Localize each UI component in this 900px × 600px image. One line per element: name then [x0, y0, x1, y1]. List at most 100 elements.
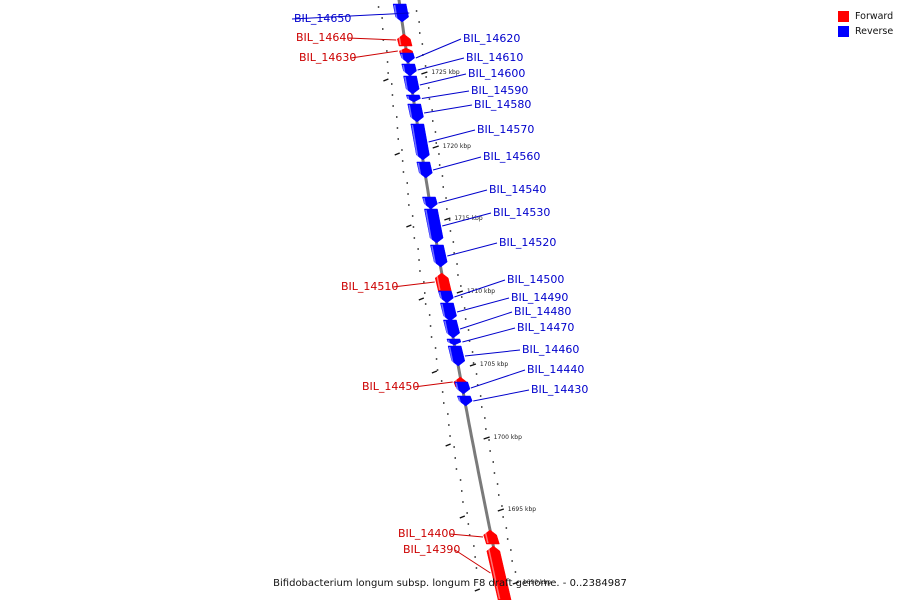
gene-highlight	[444, 320, 449, 338]
leader-line	[413, 381, 453, 388]
guide-dot	[424, 65, 427, 67]
guide-dot	[476, 384, 479, 386]
gene-arrow	[456, 395, 473, 407]
guide-dot	[397, 138, 399, 140]
leader-line	[456, 297, 510, 313]
tick-label: 1690 kbp	[523, 579, 551, 586]
gene-highlight	[441, 303, 446, 321]
guide-dot	[438, 153, 440, 155]
legend: Forward Reverse	[838, 9, 893, 39]
guide-dot	[418, 259, 420, 261]
tick-mark	[444, 217, 451, 221]
leader-line	[432, 156, 482, 171]
guide-dot	[501, 505, 503, 507]
tick-mark	[456, 290, 464, 294]
tick-mark	[483, 436, 490, 440]
gene-highlight	[400, 48, 403, 54]
leader-line	[350, 50, 398, 59]
guide-dot	[446, 208, 448, 210]
guide-dot	[457, 274, 459, 276]
tick-mark	[394, 152, 400, 156]
gene-arrow	[407, 103, 424, 123]
gene-arrow	[401, 63, 417, 77]
gene-label: BIL_14460	[522, 343, 579, 356]
guide-dot	[408, 204, 410, 206]
guide-dot	[459, 479, 462, 481]
gene-label: BIL_14590	[471, 84, 528, 97]
guide-dot	[492, 461, 494, 463]
leader-line	[447, 242, 498, 257]
guide-dot	[475, 373, 478, 375]
guide-dot	[443, 402, 445, 404]
guide-dot	[423, 281, 425, 283]
guide-dot	[424, 292, 426, 294]
gene-highlight	[439, 291, 443, 303]
guide-dot	[431, 109, 433, 111]
guide-dot	[421, 43, 424, 45]
leader-line	[462, 327, 516, 343]
leader-line	[421, 90, 470, 99]
guide-dot	[412, 226, 415, 228]
gene-highlight	[398, 34, 402, 46]
guide-dot	[461, 490, 463, 492]
gene-layer	[392, 3, 512, 600]
guide-dot	[467, 523, 470, 525]
guide-dot	[434, 131, 437, 133]
leader-line	[415, 38, 462, 59]
guide-dot	[424, 303, 427, 305]
guide-dot	[440, 380, 443, 382]
guide-dot	[391, 83, 393, 85]
guide-dot	[411, 215, 414, 217]
guide-dot	[381, 17, 383, 19]
guide-dot	[391, 94, 394, 96]
gene-highlight	[484, 530, 489, 544]
guide-dot	[438, 164, 441, 166]
guide-dot	[498, 494, 500, 496]
gene-label: BIL_14610	[466, 51, 523, 64]
gene-label: BIL_14390	[403, 543, 460, 556]
gene-arrow	[446, 338, 462, 346]
legend-label-reverse: Reverse	[855, 26, 894, 37]
guide-dot	[415, 10, 418, 12]
guide-dot	[448, 219, 451, 221]
tick-mark	[512, 581, 520, 585]
gene-highlight	[417, 162, 422, 178]
gene-highlight	[393, 4, 398, 22]
tick-label: 1700 kbp	[494, 434, 522, 441]
leader-line	[473, 389, 530, 402]
guide-dot	[463, 307, 466, 309]
gene-label: BIL_14500	[507, 273, 564, 286]
guide-dot	[386, 61, 389, 63]
leader-line	[419, 73, 467, 86]
gene-label: BIL_14430	[531, 383, 588, 396]
guide-dot	[434, 347, 437, 349]
tick-mark	[383, 78, 389, 82]
legend-item-forward: Forward	[838, 9, 893, 24]
tick-label: 1705 kbp	[480, 361, 508, 368]
gene-highlight	[487, 546, 501, 600]
gene-label: BIL_14570	[477, 123, 534, 136]
guide-dot	[453, 446, 455, 448]
gene-label: BIL_14530	[493, 206, 550, 219]
tick-label: 1710 kbp	[467, 288, 495, 295]
gene-highlight	[408, 104, 413, 122]
gene-highlight	[404, 76, 409, 94]
leader-line	[449, 533, 484, 538]
gene-arrow	[454, 381, 471, 395]
guide-dot	[466, 512, 468, 514]
guide-dot	[428, 98, 431, 100]
gene-label: BIL_14630	[299, 51, 356, 64]
guide-dot	[436, 369, 439, 371]
tick-mark	[474, 588, 481, 592]
guide-dot	[456, 263, 458, 265]
guide-dot	[382, 28, 384, 30]
guide-dot	[474, 556, 476, 558]
guide-dot	[407, 193, 409, 195]
reverse-swatch	[838, 26, 849, 37]
gene-label: BIL_14600	[468, 67, 525, 80]
guide-dot	[467, 329, 470, 331]
gene-label: BIL_14650	[294, 12, 351, 25]
guide-dot	[386, 50, 388, 52]
guide-dot	[419, 270, 421, 272]
